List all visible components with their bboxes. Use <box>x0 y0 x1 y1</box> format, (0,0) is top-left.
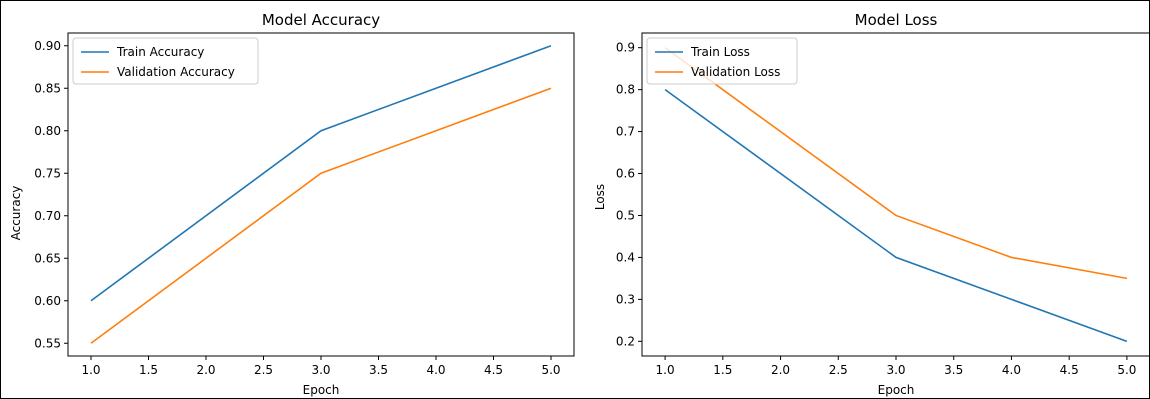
accuracy-legend-label-0: Train Accuracy <box>116 45 204 59</box>
accuracy-y-tick-label: 0.70 <box>34 209 61 223</box>
accuracy-y-tick-label: 0.90 <box>34 39 61 53</box>
loss-y-tick-label: 0.9 <box>616 41 635 55</box>
loss-y-axis-label: Loss <box>593 184 607 210</box>
accuracy-x-tick-label: 4.0 <box>426 363 445 377</box>
loss-y-tick-label: 0.7 <box>616 125 635 139</box>
accuracy-y-tick-label: 0.55 <box>34 336 61 350</box>
accuracy-y-axis-label: Accuracy <box>9 186 23 241</box>
accuracy-y-tick-label: 0.75 <box>34 166 61 180</box>
loss-legend-label-0: Train Loss <box>690 45 750 59</box>
accuracy-x-tick-label: 2.5 <box>254 363 273 377</box>
accuracy-chart-title: Model Accuracy <box>262 11 380 29</box>
loss-y-tick-label: 0.5 <box>616 208 635 222</box>
accuracy-series-line-0 <box>90 44 552 302</box>
loss-legend-label-1: Validation Loss <box>691 65 780 79</box>
loss-chart-title: Model Loss <box>855 11 938 29</box>
loss-y-tick-label: 0.2 <box>616 334 635 348</box>
loss-x-tick-label: 5.0 <box>1117 363 1136 377</box>
accuracy-x-tick-label: 2.0 <box>196 363 215 377</box>
loss-x-tick-label: 3.0 <box>886 363 905 377</box>
accuracy-x-tick-label: 1.0 <box>81 363 100 377</box>
accuracy-y-tick-label: 0.85 <box>34 81 61 95</box>
loss-legend-box <box>646 37 798 85</box>
accuracy-series-line-1 <box>90 87 552 344</box>
loss-x-tick-label: 2.5 <box>829 363 848 377</box>
loss-y-tick-label: 0.4 <box>616 250 635 264</box>
loss-chart: Model Loss Loss Epoch 1.0 1.5 2.0 2.5 3.0 3.5… <box>593 11 1150 397</box>
accuracy-y-tick-label: 0.65 <box>34 251 61 265</box>
accuracy-x-axis-label: Epoch <box>303 383 340 397</box>
loss-y-tick-label: 0.6 <box>616 167 635 181</box>
accuracy-y-tick-label: 0.80 <box>34 124 61 138</box>
accuracy-chart: Model Accuracy Accuracy Epoch 1.0 1.5 2.0 2… <box>9 11 575 397</box>
accuracy-x-tick-label: 3.0 <box>311 363 330 377</box>
loss-series-line-0 <box>664 88 1128 343</box>
loss-y-tick-label: 0.8 <box>616 83 635 97</box>
loss-x-tick-label: 3.5 <box>944 363 963 377</box>
accuracy-legend-label-1: Validation Accuracy <box>117 65 235 79</box>
loss-x-tick-label: 2.0 <box>771 363 790 377</box>
accuracy-legend-box <box>72 37 259 85</box>
loss-series-line-1 <box>664 47 1128 280</box>
loss-x-tick-label: 1.5 <box>713 363 732 377</box>
accuracy-x-tick-label: 4.5 <box>484 363 503 377</box>
accuracy-x-tick-label: 3.5 <box>369 363 388 377</box>
accuracy-x-tick-label: 5.0 <box>541 363 560 377</box>
loss-x-tick-label: 1.0 <box>656 363 675 377</box>
accuracy-y-tick-label: 0.60 <box>34 294 61 308</box>
accuracy-x-tick-label: 1.5 <box>139 363 158 377</box>
loss-x-axis-label: Epoch <box>878 383 915 397</box>
loss-x-tick-label: 4.5 <box>1060 363 1079 377</box>
loss-y-tick-label: 0.3 <box>616 292 635 306</box>
loss-x-tick-label: 4.0 <box>1002 363 1021 377</box>
